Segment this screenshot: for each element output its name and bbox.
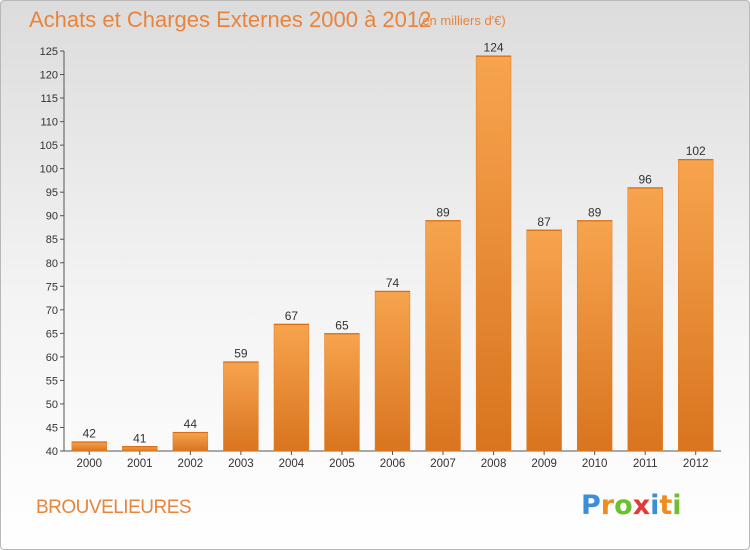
y-tick-label: 115 — [40, 93, 58, 105]
y-tick-label: 40 — [46, 446, 58, 458]
x-tick-label: 2009 — [531, 458, 557, 470]
x-tick-label: 2011 — [633, 458, 658, 470]
bar-value-label: 44 — [184, 417, 198, 431]
y-tick-label: 85 — [46, 234, 58, 246]
y-tick-label: 60 — [46, 352, 58, 364]
bar-value-label: 89 — [436, 205, 450, 219]
y-tick-label: 100 — [40, 164, 58, 176]
bar-value-label: 59 — [234, 347, 248, 361]
x-tick-label: 2000 — [76, 458, 102, 470]
logo-letter: i — [650, 490, 660, 521]
x-tick-label: 2005 — [329, 458, 355, 470]
bar — [475, 55, 512, 452]
bar — [273, 323, 310, 452]
y-tick-label: 120 — [40, 70, 58, 82]
bar-value-label: 87 — [537, 215, 551, 229]
bar — [172, 431, 209, 452]
y-tick-label: 70 — [46, 305, 58, 317]
bar — [526, 229, 562, 452]
chart-title: Achats et Charges Externes 2000 à 2012 — [29, 7, 432, 32]
logo-letter: i — [672, 490, 682, 521]
bar — [627, 187, 663, 452]
logo-letter: t — [659, 490, 673, 521]
bar-value-label: 124 — [484, 41, 504, 55]
proxiti-logo: Proxiti — [581, 490, 682, 521]
y-tick-label: 55 — [46, 375, 58, 387]
bar — [678, 158, 714, 452]
x-tick-label: 2002 — [178, 458, 204, 470]
bar-value-label: 74 — [386, 276, 400, 290]
bar — [374, 290, 411, 452]
bar-value-label: 41 — [133, 431, 147, 445]
y-tick-label: 110 — [40, 117, 58, 129]
x-tick-label: 2001 — [127, 458, 153, 470]
bar — [71, 441, 107, 452]
x-tick-label: 2012 — [683, 458, 709, 470]
bar-value-label: 65 — [335, 318, 349, 332]
bar-value-label: 102 — [686, 144, 706, 158]
bar-value-label: 42 — [83, 427, 97, 441]
y-tick-label: 80 — [46, 258, 58, 270]
bar — [324, 333, 360, 452]
y-tick-label: 45 — [46, 422, 58, 434]
commune-name: BROUVELIEURES — [36, 497, 192, 518]
x-tick-label: 2007 — [430, 458, 456, 470]
bar-value-label: 67 — [285, 309, 299, 323]
bars — [71, 55, 714, 452]
bar — [223, 361, 259, 452]
axes: 40 45 50 55 60 65 70 75 80 85 90 95 100 105 110 115 120 1… — [40, 46, 721, 470]
bar-value-label: 96 — [639, 172, 653, 186]
x-tick-label: 2003 — [228, 458, 254, 470]
y-tick-label: 105 — [40, 140, 58, 152]
bar-value-label: 89 — [588, 205, 602, 219]
x-tick-label: 2008 — [481, 458, 507, 470]
y-tick-label: 50 — [46, 399, 58, 411]
y-tick-label: 90 — [46, 211, 58, 223]
x-tick-label: 2006 — [380, 458, 406, 470]
logo-letter: P — [581, 490, 601, 521]
y-tick-label: 75 — [46, 281, 58, 293]
y-tick-label: 95 — [46, 187, 58, 199]
y-tick-label: 65 — [46, 328, 58, 340]
logo-letter: x — [632, 490, 651, 521]
bar — [576, 220, 613, 452]
logo-letter: o — [614, 490, 633, 521]
logo-letter: r — [600, 490, 615, 521]
chart-unit: (en milliers d'€) — [418, 13, 506, 28]
bar — [425, 220, 461, 452]
x-tick-label: 2004 — [279, 458, 305, 470]
value-labels: 42 41 44 59 67 65 74 89 124 87 89 96 102 — [83, 41, 706, 446]
x-tick-label: 2010 — [582, 458, 608, 470]
y-tick-label: 125 — [40, 46, 58, 58]
